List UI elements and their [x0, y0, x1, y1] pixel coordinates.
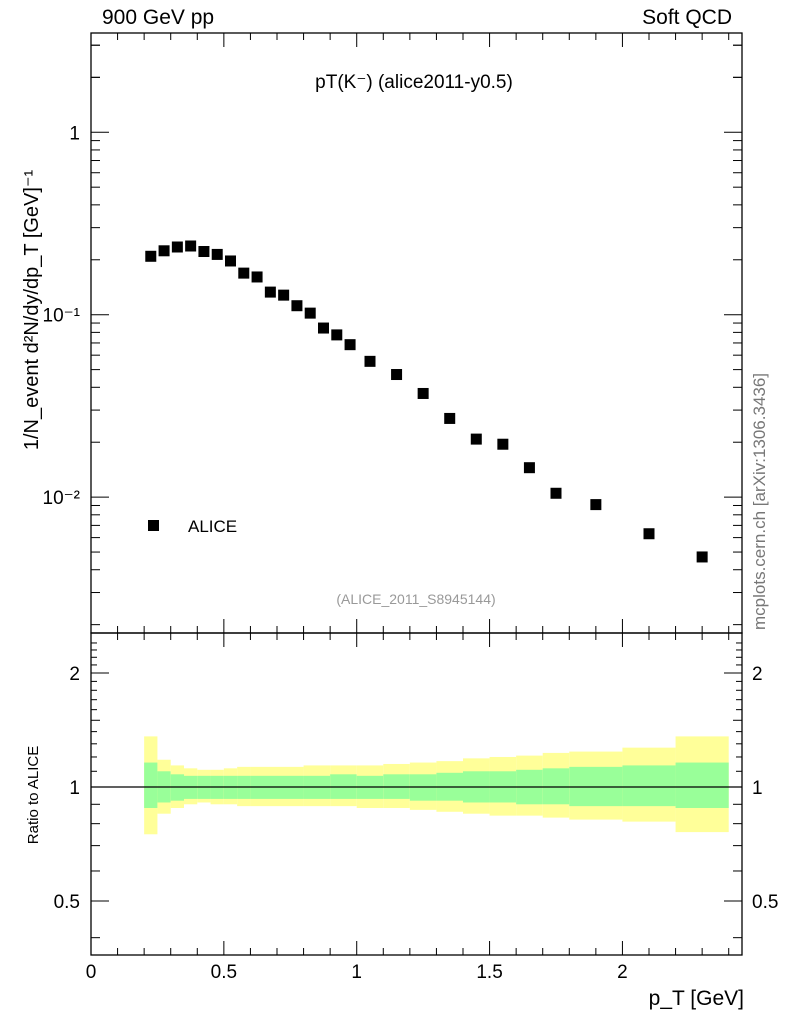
data-point	[264, 286, 276, 298]
lower-y-axis-label: Ratio to ALICE	[25, 746, 42, 844]
ratio-stat-band	[622, 765, 676, 807]
legend-marker	[148, 520, 159, 531]
ratio-stat-band	[675, 762, 729, 808]
data-point	[444, 412, 456, 424]
upper-y-axis-label: 1/N_event d²N/dy/dp_T [GeV]⁻¹	[21, 170, 43, 451]
data-point	[331, 329, 343, 341]
x-tick-label: 2	[617, 962, 628, 983]
lower-y-tick-label-left: 2	[69, 664, 80, 685]
ratio-stat-band	[144, 762, 158, 808]
data-point	[344, 339, 356, 351]
upper-plot-frame	[90, 32, 743, 634]
upper-y-tick-label: 1	[69, 123, 80, 144]
lower-y-tick-label-left: 0.5	[54, 892, 80, 913]
data-point	[238, 267, 250, 279]
data-point	[364, 355, 376, 367]
lower-y-tick-label-right: 2	[752, 664, 763, 685]
data-point	[251, 271, 263, 283]
x-axis-label: p_T [GeV]	[649, 987, 744, 1010]
legend-label-alice: ALICE	[188, 517, 237, 536]
upper-y-tick-label: 10⁻²	[43, 488, 81, 509]
lower-y-tick-label-right: 0.5	[752, 892, 778, 913]
analysis-label: (ALICE_2011_S8945144)	[336, 591, 495, 607]
data-point	[225, 255, 236, 267]
data-point	[696, 551, 708, 563]
data-point	[417, 387, 429, 399]
data-point	[198, 246, 210, 258]
data-point	[211, 248, 223, 260]
data-point	[304, 307, 316, 319]
data-point	[318, 322, 329, 334]
data-point	[278, 289, 290, 301]
upper-y-tick-label: 10⁻¹	[43, 306, 81, 327]
data-point	[145, 250, 157, 262]
lower-y-tick-label-left: 1	[69, 778, 80, 799]
lower-y-tick-label-right: 1	[752, 778, 763, 799]
axis-ticks: 0 0.5 1 1.5 2 10⁻² 10⁻¹ 1 0.5 0.5 1 1 2 2	[43, 33, 778, 983]
plot-title: pT(K⁻) (alice2011-y0.5)	[315, 72, 513, 93]
x-tick-label: 0	[86, 962, 97, 983]
header-energy-label: 900 GeV pp	[102, 6, 215, 29]
x-tick-label: 1	[351, 962, 362, 983]
data-point	[470, 433, 482, 445]
lower-plot-frame	[90, 632, 743, 956]
data-point	[171, 241, 183, 253]
data-points	[145, 240, 708, 563]
data-point	[291, 300, 303, 312]
ratio-bands	[144, 736, 729, 835]
plot-frames	[90, 32, 743, 956]
data-point	[590, 499, 602, 511]
header-category-label: Soft QCD	[642, 6, 732, 29]
data-point	[158, 245, 170, 257]
data-point	[497, 438, 509, 450]
data-point	[550, 487, 562, 499]
data-point	[185, 240, 197, 252]
x-tick-label: 1.5	[476, 962, 502, 983]
data-point	[523, 462, 535, 474]
x-tick-label: 0.5	[211, 962, 237, 983]
ratio-stat-band	[542, 768, 570, 805]
data-point	[391, 369, 403, 381]
data-point	[643, 528, 655, 540]
